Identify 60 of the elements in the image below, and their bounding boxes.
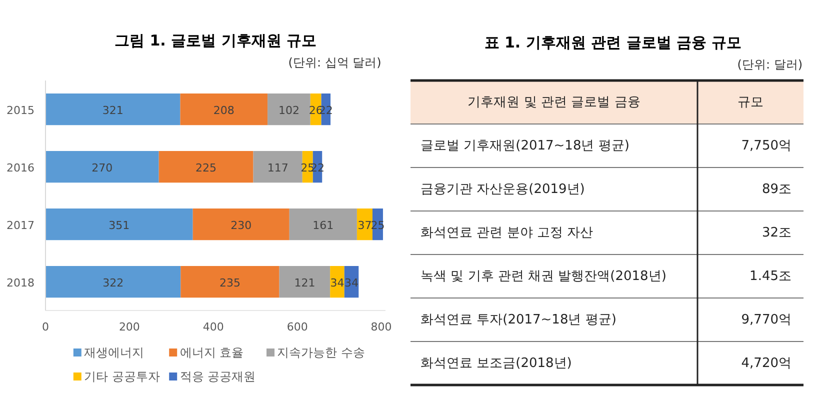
- chart-subtitle: (단위: 십억 달러): [288, 56, 382, 70]
- bar: [180, 266, 280, 298]
- data-label: 161: [312, 218, 334, 232]
- text: 기후재원 및 관련 글로벌 금융: [468, 94, 640, 110]
- text: 화석연료 투자(2017~18년 평균): [420, 312, 616, 328]
- bar: [180, 93, 268, 126]
- data-label: 34: [330, 276, 344, 290]
- text: 녹색 및 기후 관련 채권 발행잔액(2018년): [420, 268, 666, 284]
- bar: [279, 266, 330, 298]
- bar: [46, 266, 181, 298]
- data-label: 270: [92, 161, 113, 174]
- x-tick-label: 200: [118, 320, 140, 334]
- legend-label: 기타 공공투자: [84, 370, 160, 384]
- bar: [46, 208, 193, 240]
- bar: [253, 150, 302, 183]
- x-tick-label: 600: [286, 320, 308, 334]
- legend-label: 지속가능한 수송: [277, 346, 366, 360]
- data-label: 322: [102, 276, 124, 290]
- bar: [356, 208, 372, 240]
- legend-label: 적응 공공재원: [180, 370, 256, 384]
- y-tick-label: 2016: [6, 161, 35, 174]
- text: 규모: [738, 94, 764, 110]
- text: 9,770억: [741, 312, 792, 328]
- x-tick-label: 400: [202, 320, 224, 334]
- x-tick-label: 0: [42, 320, 49, 334]
- data-label: 208: [213, 104, 234, 117]
- text: 화석연료 관련 분야 고정 자산: [420, 225, 594, 240]
- data-label: 102: [278, 104, 300, 117]
- data-label: 121: [294, 276, 316, 290]
- bar: [289, 208, 357, 240]
- text: (단위: 달러): [737, 58, 803, 72]
- data-label: 34: [344, 276, 358, 290]
- legend-label: 재생에너지: [84, 346, 144, 360]
- text: 7,750억: [741, 138, 792, 154]
- data-label: 235: [219, 276, 240, 290]
- data-label: 230: [230, 218, 252, 232]
- data-label: 117: [267, 161, 288, 174]
- text: 4,720억: [741, 356, 792, 371]
- y-tick-label: 2018: [6, 276, 35, 290]
- data-label: 321: [102, 104, 124, 117]
- text: 32조: [762, 225, 792, 240]
- bar: [192, 208, 290, 240]
- x-tick-label: 800: [370, 320, 392, 334]
- text: 화석연료 보조금(2018년): [420, 356, 572, 371]
- bar: [46, 150, 159, 183]
- text: 89조: [762, 182, 792, 197]
- bar: [268, 93, 310, 126]
- data-label: 37: [358, 218, 372, 232]
- bar: [46, 93, 180, 126]
- text: 글로벌 기후재원(2017~18년 평균): [420, 138, 630, 154]
- data-label: 225: [196, 161, 217, 174]
- bar: [158, 150, 254, 183]
- y-tick-label: 2017: [6, 218, 35, 232]
- y-tick-label: 2015: [6, 104, 35, 117]
- data-label: 351: [108, 218, 130, 232]
- text: 1.45조: [750, 268, 792, 284]
- chart-title: 그림 1. 글로벌 기후재원 규모: [114, 32, 317, 50]
- text: 표 1. 기후재원 관련 글로벌 금융 규모: [484, 34, 742, 52]
- legend-label: 에너지 효율: [180, 346, 244, 360]
- text: 금융기관 자산운용(2019년): [420, 182, 585, 197]
